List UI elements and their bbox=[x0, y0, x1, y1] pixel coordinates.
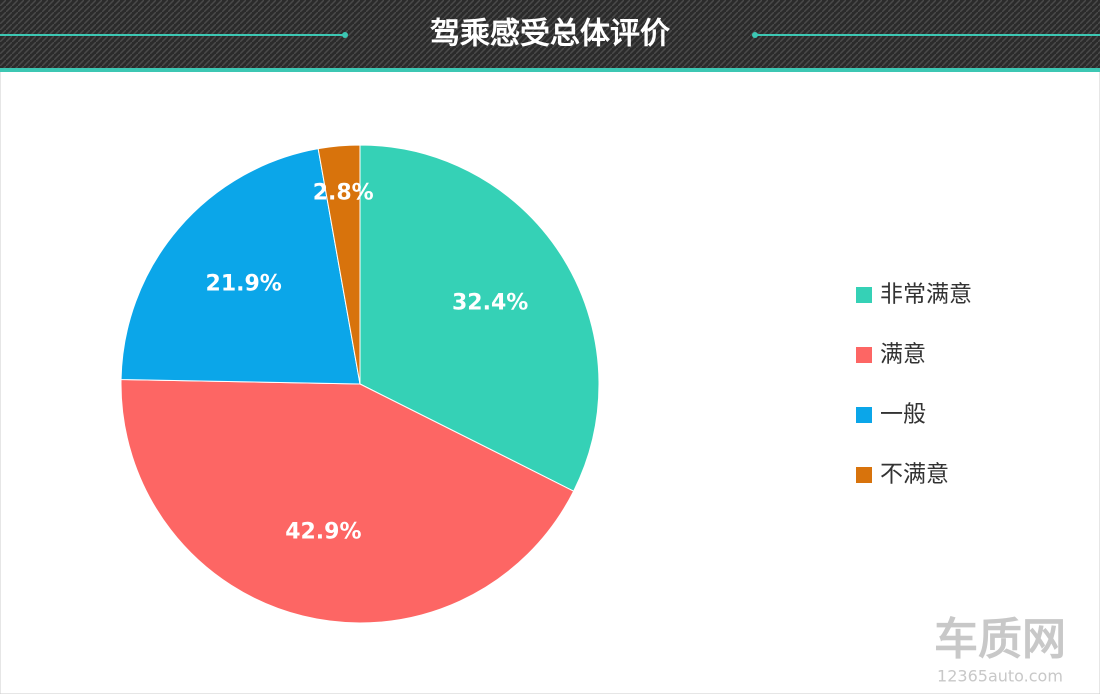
pie-slice bbox=[317, 144, 361, 385]
header-rule bbox=[0, 68, 1100, 72]
legend-swatch bbox=[856, 347, 872, 363]
legend-swatch bbox=[856, 467, 872, 483]
data-label: 32.4% bbox=[452, 291, 528, 316]
legend-swatch bbox=[856, 287, 872, 303]
legend-label: 非常满意 bbox=[880, 282, 972, 308]
header-dot bbox=[342, 32, 348, 38]
data-label: 42.9% bbox=[285, 520, 361, 545]
watermark: 12365auto.com bbox=[937, 667, 1063, 686]
data-label: 2.8% bbox=[313, 181, 374, 206]
watermark: 车质网 bbox=[934, 614, 1066, 665]
legend-label: 一般 bbox=[880, 402, 926, 428]
legend-swatch bbox=[856, 407, 872, 423]
pie-slice bbox=[120, 378, 575, 624]
data-label: 21.9% bbox=[206, 272, 282, 297]
header-dot bbox=[752, 32, 758, 38]
legend-label: 满意 bbox=[880, 342, 926, 368]
pie-slice bbox=[359, 144, 600, 492]
pie-slice bbox=[120, 148, 361, 385]
chart-title: 驾乘感受总体评价 bbox=[430, 17, 670, 52]
legend-label: 不满意 bbox=[880, 462, 949, 488]
